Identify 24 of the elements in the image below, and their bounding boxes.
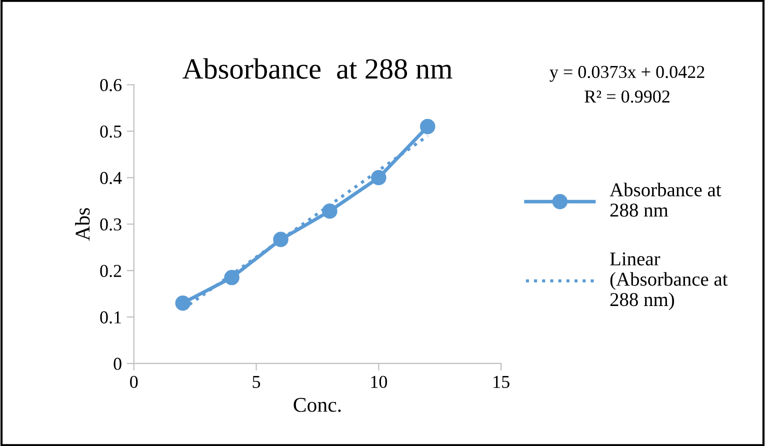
y-axis-title: Abs <box>75 208 90 241</box>
x-tick-label: 15 <box>494 376 510 388</box>
x-tick-label: 5 <box>252 376 260 388</box>
legend-label: Linear (Absorbance at 288 nm) <box>610 252 728 310</box>
text: R² = 0.9902 <box>584 90 670 103</box>
y-tick-label: 0.5 <box>100 125 122 138</box>
x-tick-label: 0 <box>130 376 138 388</box>
point <box>175 295 190 311</box>
x-tick-label: 10 <box>371 376 388 388</box>
point <box>322 203 338 219</box>
point <box>420 118 436 134</box>
y-tick-label: 0.3 <box>100 218 122 231</box>
point <box>273 232 288 248</box>
y-tick-label: 0.1 <box>100 311 121 324</box>
legend-label: Absorbance at 288 nm <box>610 182 722 217</box>
y-tick-label: 0 <box>114 358 122 370</box>
point <box>224 270 240 286</box>
y-tick-label: 0.2 <box>100 264 122 278</box>
x-axis-title: Conc. <box>294 398 341 412</box>
point <box>371 170 386 186</box>
chart-title: Absorbance at 288 nm <box>182 58 452 79</box>
text: y = 0.0373x + 0.0422 <box>550 66 704 82</box>
y-tick-label: 0.6 <box>100 78 122 92</box>
y-tick-label: 0.4 <box>100 172 122 184</box>
